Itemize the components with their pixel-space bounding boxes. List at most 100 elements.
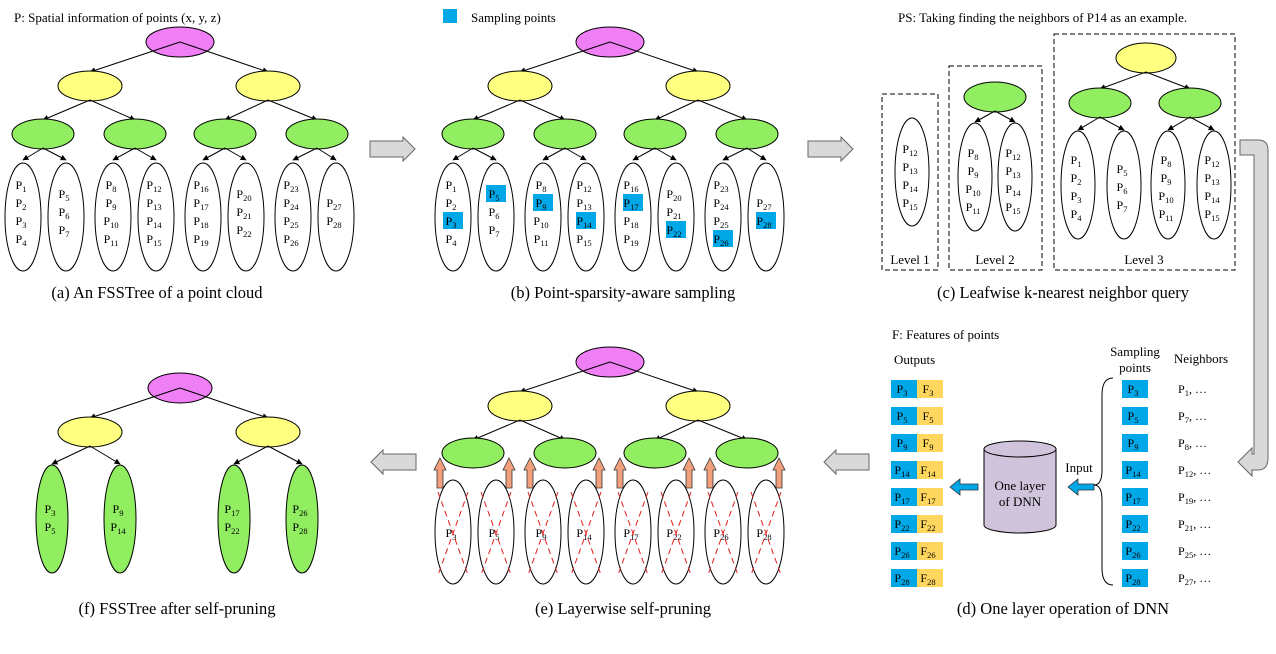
sampling-point-highlight	[576, 212, 596, 229]
output-point-label: P22	[894, 517, 909, 533]
level2-point: P11	[966, 200, 981, 216]
prune-up-arrow	[502, 457, 516, 489]
leaf-point-label: P23	[283, 178, 298, 194]
leaf-point-label: P28	[326, 214, 341, 230]
panel-b-level1-node	[665, 70, 731, 102]
leaf-point-label: P28	[756, 214, 771, 230]
leaf-point-label: P4	[16, 232, 28, 248]
dnn-label: One layer	[995, 478, 1047, 493]
panel-a-level2-node	[285, 118, 349, 150]
panel-a-leaf-node	[184, 162, 222, 272]
output-feature-box	[917, 407, 943, 425]
sampling-point-label: P26	[1125, 544, 1140, 560]
panel-a-leaf-node	[94, 162, 132, 272]
leaf-point-label: P2	[16, 196, 27, 212]
panel-e-leaf-label: P14	[576, 526, 592, 542]
panel-e-level2-node	[441, 437, 505, 469]
panel-f-leaf-node	[103, 464, 137, 574]
panel-b-edge	[519, 41, 611, 74]
panel-e-leaf-label: P28	[756, 526, 771, 542]
neighbor-label: P25, …	[1178, 544, 1211, 560]
leaf-point-label: P26	[713, 232, 728, 248]
sampling-point-label: P17	[1125, 490, 1140, 506]
dnn-cylinder-top	[983, 440, 1057, 458]
level2-point: P8	[968, 146, 979, 162]
level1-box	[881, 93, 939, 271]
panel-b-edge	[632, 147, 656, 161]
leaf-point-label: P12	[146, 178, 161, 194]
leaf-point-label: P7	[489, 223, 500, 239]
level3-point: P7	[1117, 198, 1128, 214]
sampling-point-label: P9	[1128, 436, 1139, 452]
panel-b-edge	[697, 99, 748, 121]
output-point-label: P26	[894, 544, 909, 560]
output-point-box	[891, 569, 917, 587]
level2-label: Level 2	[975, 252, 1014, 267]
leaf-point-label: P17	[193, 196, 208, 212]
output-feature-label: F17	[920, 490, 935, 506]
panel-a-level1-node	[57, 70, 123, 102]
level3-leaf	[1106, 130, 1142, 240]
level2-point: P14	[1005, 182, 1021, 198]
sampling-point-box	[1122, 569, 1148, 587]
panel-b-leaf-node	[657, 162, 695, 272]
level2-leaf	[997, 122, 1033, 232]
panel-f-leaf-label: P17	[224, 502, 239, 518]
panel-e-leaf-label: P3	[446, 526, 457, 542]
level2-leaf	[957, 122, 993, 232]
leaf-point-label: P24	[283, 196, 299, 212]
panel-a-edge	[42, 147, 67, 161]
output-feature-label: F14	[920, 463, 936, 479]
prune-up-arrow	[592, 457, 606, 489]
leaf-point-label: P1	[16, 178, 27, 194]
output-point-label: P3	[897, 382, 908, 398]
outputs-label: Outputs	[894, 352, 935, 367]
prune-cross-line	[617, 491, 649, 576]
leaf-point-label: P21	[236, 205, 251, 221]
leaf-point-label: P15	[576, 232, 591, 248]
prune-cross-line	[437, 491, 469, 576]
level2-point: P13	[1005, 164, 1020, 180]
output-point-box	[891, 380, 917, 398]
sampling-point-highlight	[623, 194, 643, 211]
panel-b-edge	[722, 147, 748, 161]
panel-f-edge	[179, 387, 269, 420]
prune-up-arrow	[703, 457, 717, 489]
sampling-point-label: P5	[1128, 409, 1139, 425]
prune-cross-line	[660, 491, 692, 576]
panel-a-note: P: Spatial information of points (x, y, …	[14, 10, 221, 25]
shapes-layer: P1 P2 P3 P4 P5 P6 P7 P8 P9 P10 P11 P12 P13 P14 P15 P16 P…	[4, 26, 1269, 587]
output-arrow	[949, 478, 979, 496]
level3-point: P9	[1161, 171, 1172, 187]
panel-b-caption: (b) Point-sparsity-aware sampling	[511, 283, 736, 302]
leaf-point-label: P7	[59, 223, 70, 239]
output-point-box	[891, 488, 917, 506]
flow-arrow-a-to-b	[369, 135, 416, 163]
input-arrow	[1067, 478, 1095, 496]
leaf-point-label: P9	[106, 196, 117, 212]
panel-b-edge	[609, 41, 699, 74]
dnn-label: of DNN	[999, 494, 1042, 509]
prune-up-arrow	[682, 457, 696, 489]
panel-e-leaf-label: P22	[666, 526, 681, 542]
panel-f-edge	[51, 445, 91, 465]
panel-a-level2-node	[193, 118, 257, 150]
output-point-box	[891, 515, 917, 533]
leaf-point-label: P23	[713, 178, 728, 194]
panel-b-leaf-node	[614, 162, 652, 272]
panel-a-edge	[112, 147, 136, 161]
level3-mid-node	[1158, 87, 1222, 119]
level3-point: P6	[1117, 180, 1128, 196]
level3-point: P8	[1161, 153, 1172, 169]
panel-e-leaf-label: P5	[489, 526, 500, 542]
leaf-point-label: P9	[536, 196, 547, 212]
panel-f-caption: (f) FSSTree after self-pruning	[79, 599, 276, 618]
output-point-box	[891, 407, 917, 425]
output-feature-box	[917, 515, 943, 533]
leaf-point-label: P26	[283, 232, 298, 248]
leaf-point-label: P1	[446, 178, 457, 194]
neighbor-label: P8, …	[1178, 436, 1207, 452]
panel-a-edge	[42, 99, 91, 121]
level3-mid-node	[1068, 87, 1132, 119]
